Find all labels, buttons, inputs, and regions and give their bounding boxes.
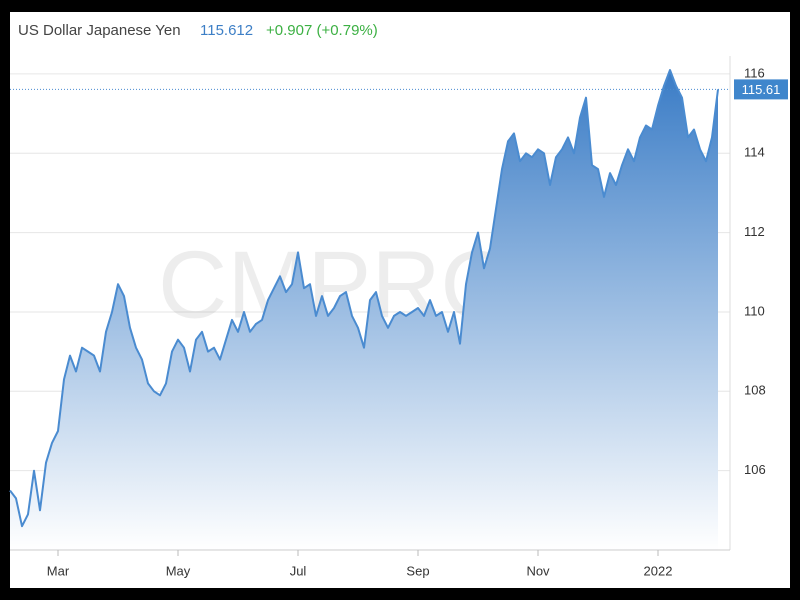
y-tick-label: 108	[744, 383, 766, 398]
current-price-box	[734, 79, 788, 100]
area-fill	[10, 70, 718, 550]
x-tick-label: Mar	[47, 563, 70, 578]
chart-title: US Dollar Japanese Yen	[18, 22, 181, 39]
axis-layer: 106 108 110 112 114 116 Mar May Jul Sep Nov 2022 115…	[10, 65, 788, 578]
price-line	[9, 69, 719, 528]
data-layer	[9, 69, 719, 550]
x-tick-label: 2022	[644, 563, 673, 578]
y-tick-label: 110	[744, 303, 765, 318]
current-price-label: 115.61	[742, 82, 781, 97]
x-tick-label: May	[166, 563, 191, 578]
price: 115.612	[200, 22, 253, 39]
x-tick-label: Nov	[526, 563, 550, 578]
y-tick-label: 114	[744, 145, 765, 160]
y-tick-label: 112	[744, 224, 765, 239]
price-change: +0.907 (+0.79%)	[266, 22, 378, 39]
y-tick-label: 116	[744, 65, 765, 80]
x-tick-label: Sep	[406, 563, 429, 578]
x-tick-label: Jul	[290, 563, 307, 578]
y-tick-label: 106	[744, 462, 766, 477]
